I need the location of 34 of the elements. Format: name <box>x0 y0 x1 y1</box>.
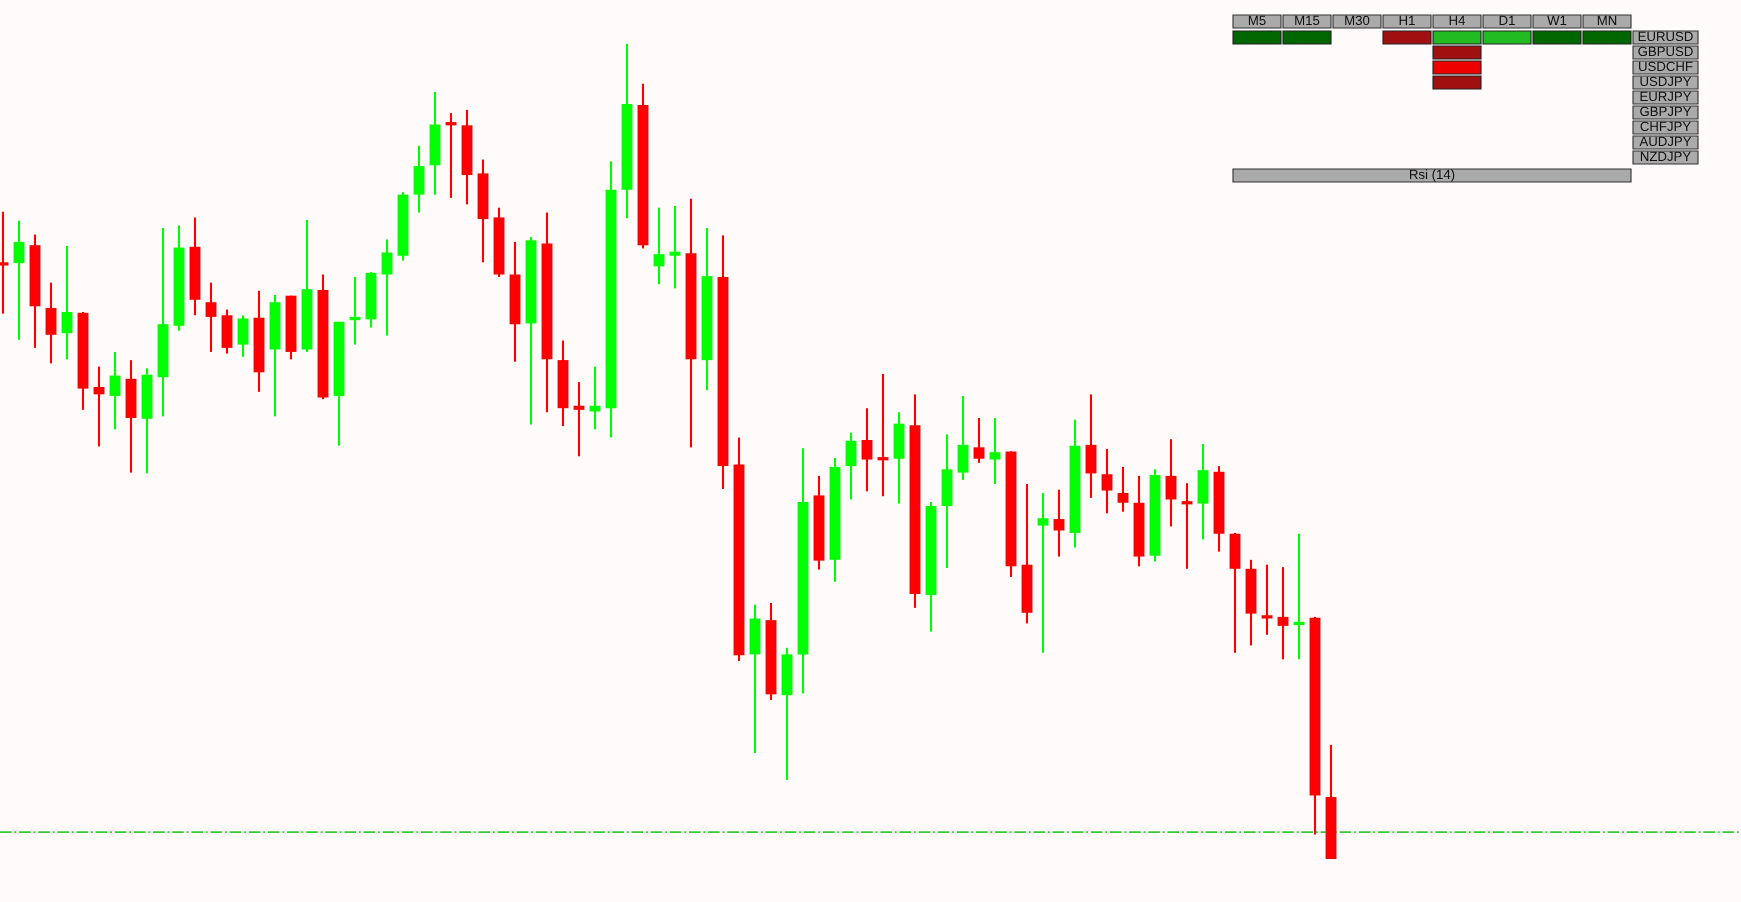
category-label: D1 <box>1499 15 1515 25</box>
category-label: H1 <box>1399 15 1415 25</box>
candlestick <box>573 381 585 458</box>
category-label: M15 <box>1295 15 1320 26</box>
candlestick <box>381 238 393 337</box>
candlestick <box>653 206 665 286</box>
category-label: AUDJPY <box>1639 136 1692 147</box>
candlestick <box>669 204 681 290</box>
candlestick <box>1101 447 1113 515</box>
candlestick <box>205 281 217 353</box>
candlestick <box>61 244 73 361</box>
candlestick <box>109 350 121 431</box>
category-label: NZDJPY <box>1640 151 1691 162</box>
category-label: MN <box>1597 15 1617 25</box>
category-label: M5 <box>1248 15 1266 26</box>
candlestick <box>973 416 985 464</box>
candlestick <box>1117 465 1129 513</box>
category-label: USDCHF <box>1639 61 1693 72</box>
category-label: GBPJPY <box>1640 106 1692 117</box>
text: Rsi (14) <box>1409 169 1455 182</box>
candlestick <box>13 219 25 341</box>
candlestick <box>1277 566 1289 661</box>
candlestick <box>989 416 1001 486</box>
category-label: GBPUSD <box>1638 46 1693 57</box>
category-label: EURJPY <box>1640 91 1692 102</box>
category-label: H4 <box>1449 15 1466 25</box>
category-label: EURUSD <box>1638 31 1693 42</box>
candlestick <box>1037 491 1049 654</box>
category-label: M30 <box>1345 15 1370 26</box>
category-label: CHFJPY <box>1640 121 1691 132</box>
category-label: W1 <box>1547 15 1567 25</box>
category-label: USDJPY <box>1640 76 1692 87</box>
candlestick <box>1261 563 1273 636</box>
candlestick <box>861 407 873 493</box>
